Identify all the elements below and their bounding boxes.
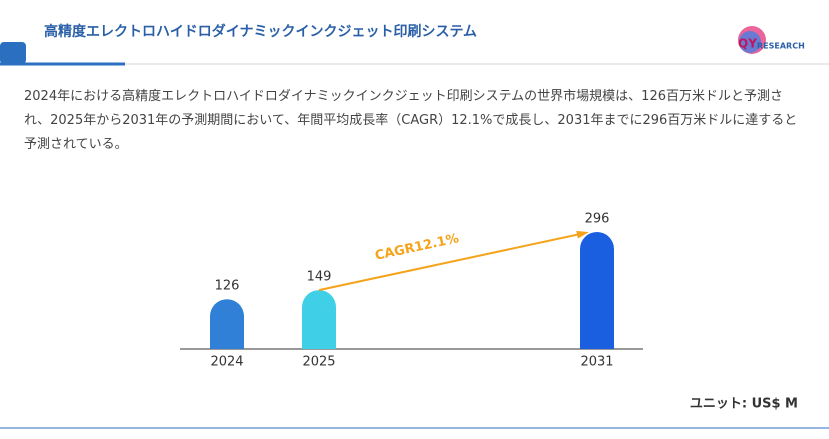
bar bbox=[210, 299, 244, 349]
value-label: 296 bbox=[585, 212, 610, 227]
header-tab bbox=[0, 42, 26, 64]
description: 2024年における高精度エレクトロハイドロダイナミックインクジェット印刷システム… bbox=[24, 89, 798, 152]
bar bbox=[580, 232, 614, 349]
value-label: 126 bbox=[215, 279, 240, 294]
logo-sub: RESEARCH bbox=[757, 42, 805, 51]
x-tick-label: 2031 bbox=[580, 355, 613, 370]
logo-circle bbox=[739, 31, 761, 53]
bar bbox=[302, 290, 336, 349]
cagr-arrow bbox=[318, 232, 586, 292]
value-label: 149 bbox=[307, 270, 332, 285]
x-tick-label: 2025 bbox=[302, 355, 335, 370]
cagr-arrowhead bbox=[576, 230, 589, 239]
x-tick-label: 2024 bbox=[210, 355, 243, 370]
logo-main: QY bbox=[738, 37, 757, 51]
unit: ユニット: US$ M bbox=[690, 397, 798, 412]
cagr-label: CAGR12.1% bbox=[374, 231, 461, 264]
header-title: 高精度エレクトロハイドロダイナミックインクジェット印刷システム bbox=[44, 23, 477, 40]
